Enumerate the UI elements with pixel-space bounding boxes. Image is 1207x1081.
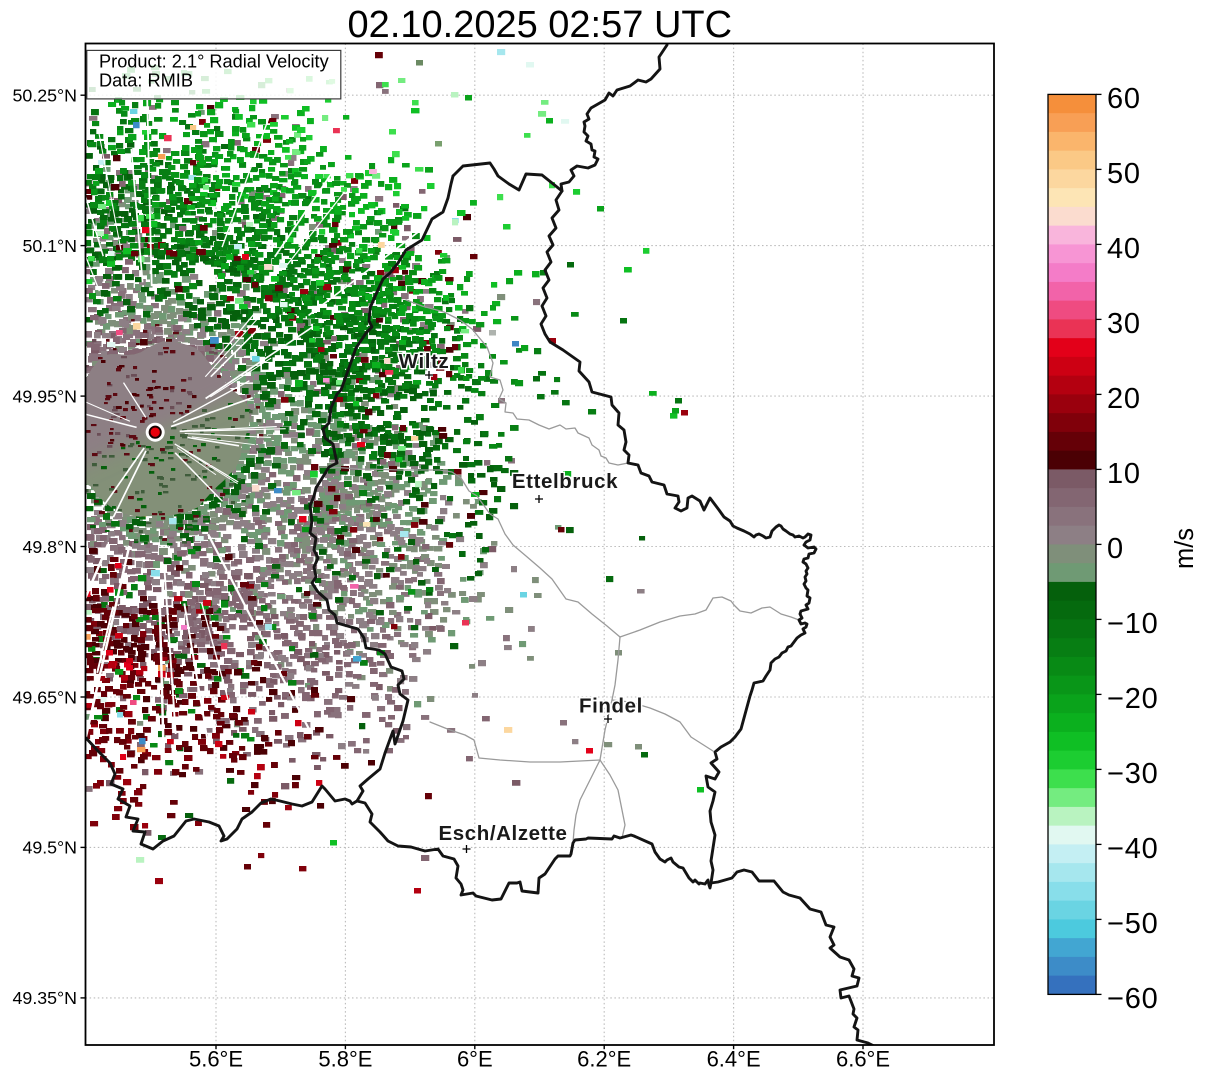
svg-text:40: 40 bbox=[1107, 233, 1141, 265]
svg-text:60: 60 bbox=[1107, 83, 1141, 115]
svg-text:50: 50 bbox=[1107, 158, 1141, 190]
svg-text:6.4°E: 6.4°E bbox=[707, 1046, 761, 1071]
svg-text:−50: −50 bbox=[1107, 908, 1159, 940]
svg-text:−60: −60 bbox=[1107, 983, 1159, 1015]
svg-text:Data: RMIB: Data: RMIB bbox=[99, 71, 193, 91]
svg-text:Product: 2.1° Radial Velocity: Product: 2.1° Radial Velocity bbox=[99, 52, 330, 72]
svg-text:Esch/Alzette: Esch/Alzette bbox=[438, 822, 567, 845]
svg-text:Ettelbruck: Ettelbruck bbox=[512, 470, 618, 493]
svg-text:6.6°E: 6.6°E bbox=[836, 1046, 890, 1071]
svg-text:Wiltz: Wiltz bbox=[399, 350, 450, 373]
svg-text:m/s: m/s bbox=[1171, 528, 1199, 569]
svg-text:Findel: Findel bbox=[579, 695, 643, 718]
svg-text:5.8°E: 5.8°E bbox=[318, 1046, 372, 1071]
svg-text:50.1°N: 50.1°N bbox=[22, 236, 77, 256]
svg-text:−40: −40 bbox=[1107, 833, 1159, 865]
svg-text:02.10.2025 02:57 UTC: 02.10.2025 02:57 UTC bbox=[348, 4, 733, 46]
svg-text:0: 0 bbox=[1107, 533, 1124, 565]
svg-text:49.65°N: 49.65°N bbox=[13, 687, 77, 707]
svg-text:49.35°N: 49.35°N bbox=[13, 988, 77, 1008]
svg-text:10: 10 bbox=[1107, 458, 1141, 490]
svg-text:49.5°N: 49.5°N bbox=[22, 838, 77, 858]
svg-text:6°E: 6°E bbox=[457, 1046, 493, 1071]
svg-text:−10: −10 bbox=[1107, 608, 1159, 640]
svg-text:6.2°E: 6.2°E bbox=[577, 1046, 631, 1071]
svg-text:30: 30 bbox=[1107, 308, 1141, 340]
svg-text:50.25°N: 50.25°N bbox=[13, 86, 77, 106]
svg-text:49.8°N: 49.8°N bbox=[22, 537, 77, 557]
svg-text:−20: −20 bbox=[1107, 683, 1159, 715]
svg-text:20: 20 bbox=[1107, 383, 1141, 415]
svg-text:5.6°E: 5.6°E bbox=[189, 1046, 243, 1071]
svg-text:49.95°N: 49.95°N bbox=[13, 386, 77, 406]
svg-text:−30: −30 bbox=[1107, 758, 1159, 790]
